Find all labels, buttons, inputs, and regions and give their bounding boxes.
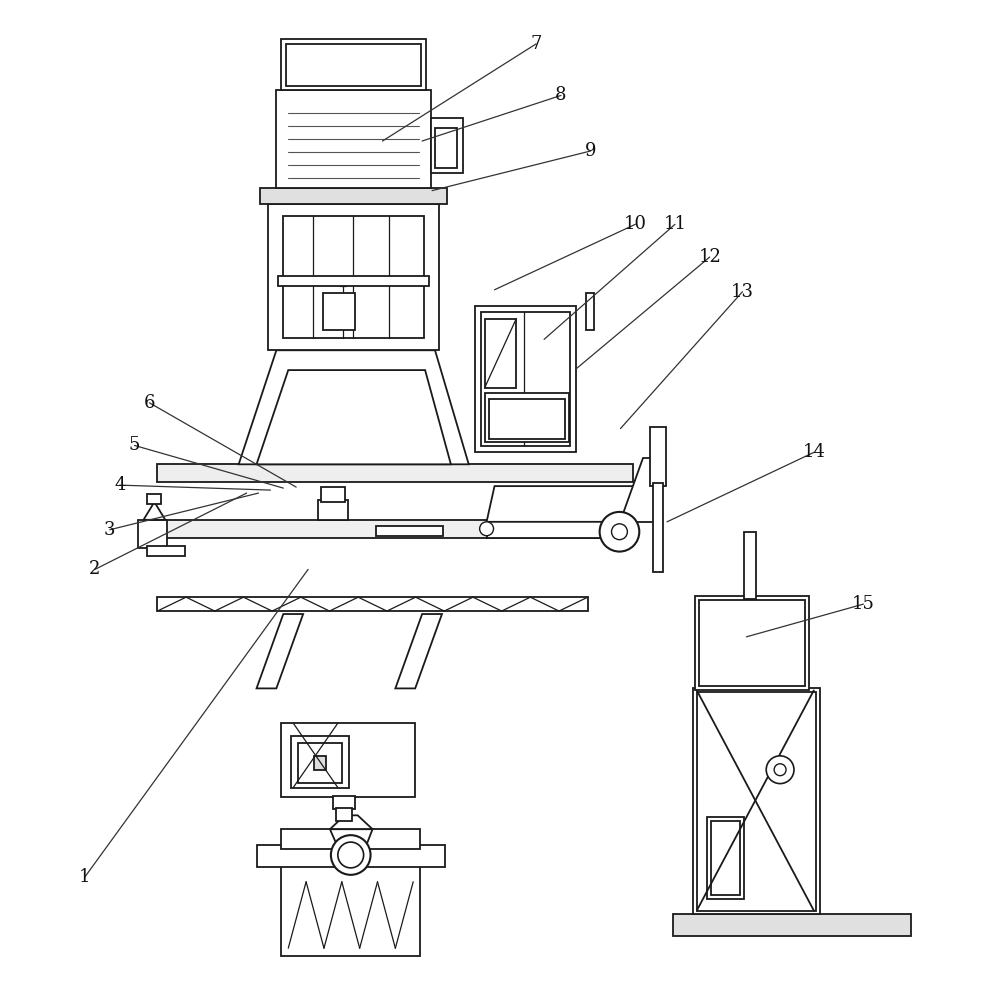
Text: 10: 10 [624,215,646,233]
Bar [281,723,415,797]
Bar [147,520,634,538]
Bar [707,817,745,899]
Bar [147,494,161,504]
Text: 14: 14 [802,443,825,461]
Bar [693,688,820,914]
Polygon shape [238,350,469,464]
Circle shape [331,835,370,875]
Bar [291,736,349,788]
Bar [475,306,576,452]
Text: 2: 2 [89,560,100,578]
Bar [268,204,439,350]
Bar [278,276,429,286]
Circle shape [480,522,494,536]
Bar [260,188,447,204]
Bar [276,90,431,188]
Bar [699,600,805,686]
Bar [697,692,816,911]
Bar [375,526,443,536]
Bar [481,312,570,446]
Bar [157,464,634,482]
Bar [281,862,420,956]
Polygon shape [330,815,372,829]
Circle shape [600,512,639,552]
Bar [286,44,421,86]
Bar [673,914,911,936]
Bar [318,500,348,520]
Bar [323,293,355,330]
Bar [147,546,185,556]
Bar [586,293,594,330]
Circle shape [775,764,786,776]
Bar [314,756,326,770]
Text: 12: 12 [698,248,721,266]
Bar [431,118,463,173]
Bar [745,532,757,599]
Bar [157,597,588,611]
Circle shape [338,842,363,868]
Bar [281,39,426,90]
Bar [485,319,516,388]
Polygon shape [256,370,451,464]
Bar [138,520,167,548]
Text: 5: 5 [129,436,140,454]
Polygon shape [395,614,442,688]
Bar [485,393,569,442]
Polygon shape [487,486,634,522]
Bar [336,808,352,821]
Bar [281,829,420,849]
Text: 3: 3 [104,521,115,539]
Text: 13: 13 [731,283,754,301]
Bar [650,427,666,486]
Bar [711,821,741,895]
Bar [321,487,345,502]
Bar [435,128,457,168]
Text: 15: 15 [852,595,875,613]
Circle shape [767,756,794,784]
Polygon shape [330,829,372,847]
Bar [298,743,342,783]
Bar [695,596,809,690]
Polygon shape [143,502,165,520]
Text: 6: 6 [144,394,155,412]
Text: 8: 8 [555,86,567,104]
Text: 4: 4 [114,476,125,494]
Bar [333,796,355,809]
Bar [256,845,445,867]
Polygon shape [621,458,655,522]
Polygon shape [256,614,303,688]
Text: 11: 11 [663,215,686,233]
Bar [489,399,565,439]
Text: 1: 1 [79,868,90,886]
Text: 9: 9 [585,142,597,160]
Text: 7: 7 [530,35,542,53]
Bar [487,520,636,538]
Bar [653,483,663,572]
Circle shape [612,524,628,540]
Bar [283,216,424,338]
